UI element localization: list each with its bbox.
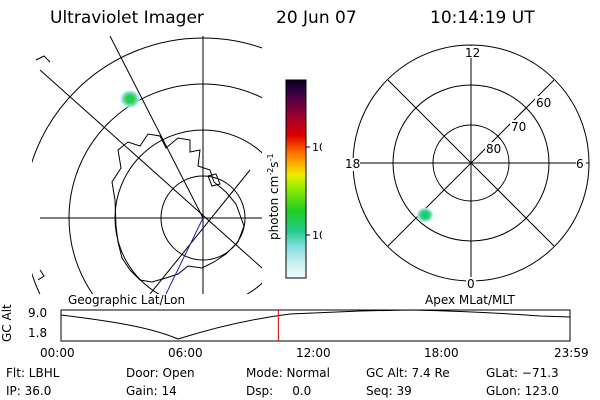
time-readout: 10:14:19 UT <box>430 8 535 28</box>
geo-lat-circle <box>32 37 262 294</box>
colorbar-tick-10: 10 <box>312 229 322 242</box>
mlat-label-60: 60 <box>536 96 551 110</box>
coastline <box>37 269 45 281</box>
status-glon: GLon: 123.0 <box>486 384 559 398</box>
mlt-label-18: 18 <box>345 157 360 171</box>
altitude-y-bottom: 1.8 <box>28 326 48 340</box>
time-tick-1800: 18:00 <box>424 346 459 360</box>
colorbar-label: photon cm-2s-1 <box>266 153 281 240</box>
mlt-diagonal <box>387 79 555 247</box>
altitude-curve <box>60 309 571 340</box>
apex-polar-plot: 12 60 70 80 18 6 0 <box>344 44 590 291</box>
geographic-map <box>32 36 262 295</box>
geo-lat-circle <box>114 129 262 294</box>
status-gain: Gain: 14 <box>126 384 177 398</box>
app-title: Ultraviolet Imager <box>50 8 204 28</box>
time-tick-0600: 06:00 <box>168 346 203 360</box>
status-filter: Flt: LBHL <box>6 366 60 380</box>
geo-lon-line <box>109 36 204 219</box>
altitude-axis-label: GC Alt <box>0 304 14 342</box>
colorbar-tick-100: 100 <box>312 141 322 154</box>
apex-panel-label: Apex MLat/MLT <box>425 293 515 307</box>
status-ip: IP: 36.0 <box>6 384 52 398</box>
time-tick-0000: 00:00 <box>40 346 75 360</box>
geographic-panel-label: Geographic Lat/Lon <box>68 293 186 307</box>
status-glat: GLat: −71.3 <box>486 366 559 380</box>
mlat-label-70: 70 <box>511 120 526 134</box>
geo-lon-line <box>149 169 251 294</box>
coastline <box>207 173 221 187</box>
aurora-spot <box>416 207 434 223</box>
time-tick-2359: 23:59 <box>554 346 589 360</box>
status-seq: Seq: 39 <box>366 384 412 398</box>
time-tick-1200: 12:00 <box>296 346 331 360</box>
mlt-label-0: 0 <box>467 277 475 291</box>
geo-lon-line <box>39 69 262 269</box>
meridian-line <box>165 217 204 295</box>
aurora-spot <box>119 89 141 109</box>
status-dsp: Dsp: 0.0 <box>246 384 312 398</box>
date-readout: 20 Jun 07 <box>276 8 357 28</box>
coastline <box>35 55 51 63</box>
status-gc-alt: GC Alt: 7.4 Re <box>366 366 450 380</box>
coastline <box>111 133 245 283</box>
altitude-plot-frame <box>60 309 571 342</box>
colorbar: 100 10 photon cm-2s-1 <box>266 79 322 279</box>
status-door: Door: Open <box>126 366 195 380</box>
colorbar-gradient <box>285 79 307 279</box>
mlt-label-12: 12 <box>465 46 480 60</box>
altitude-strip-plot <box>60 309 571 342</box>
status-mode: Mode: Normal <box>246 366 330 380</box>
mlt-label-6: 6 <box>576 157 584 171</box>
altitude-y-top: 9.0 <box>28 306 48 320</box>
mlat-label-80: 80 <box>486 142 501 156</box>
